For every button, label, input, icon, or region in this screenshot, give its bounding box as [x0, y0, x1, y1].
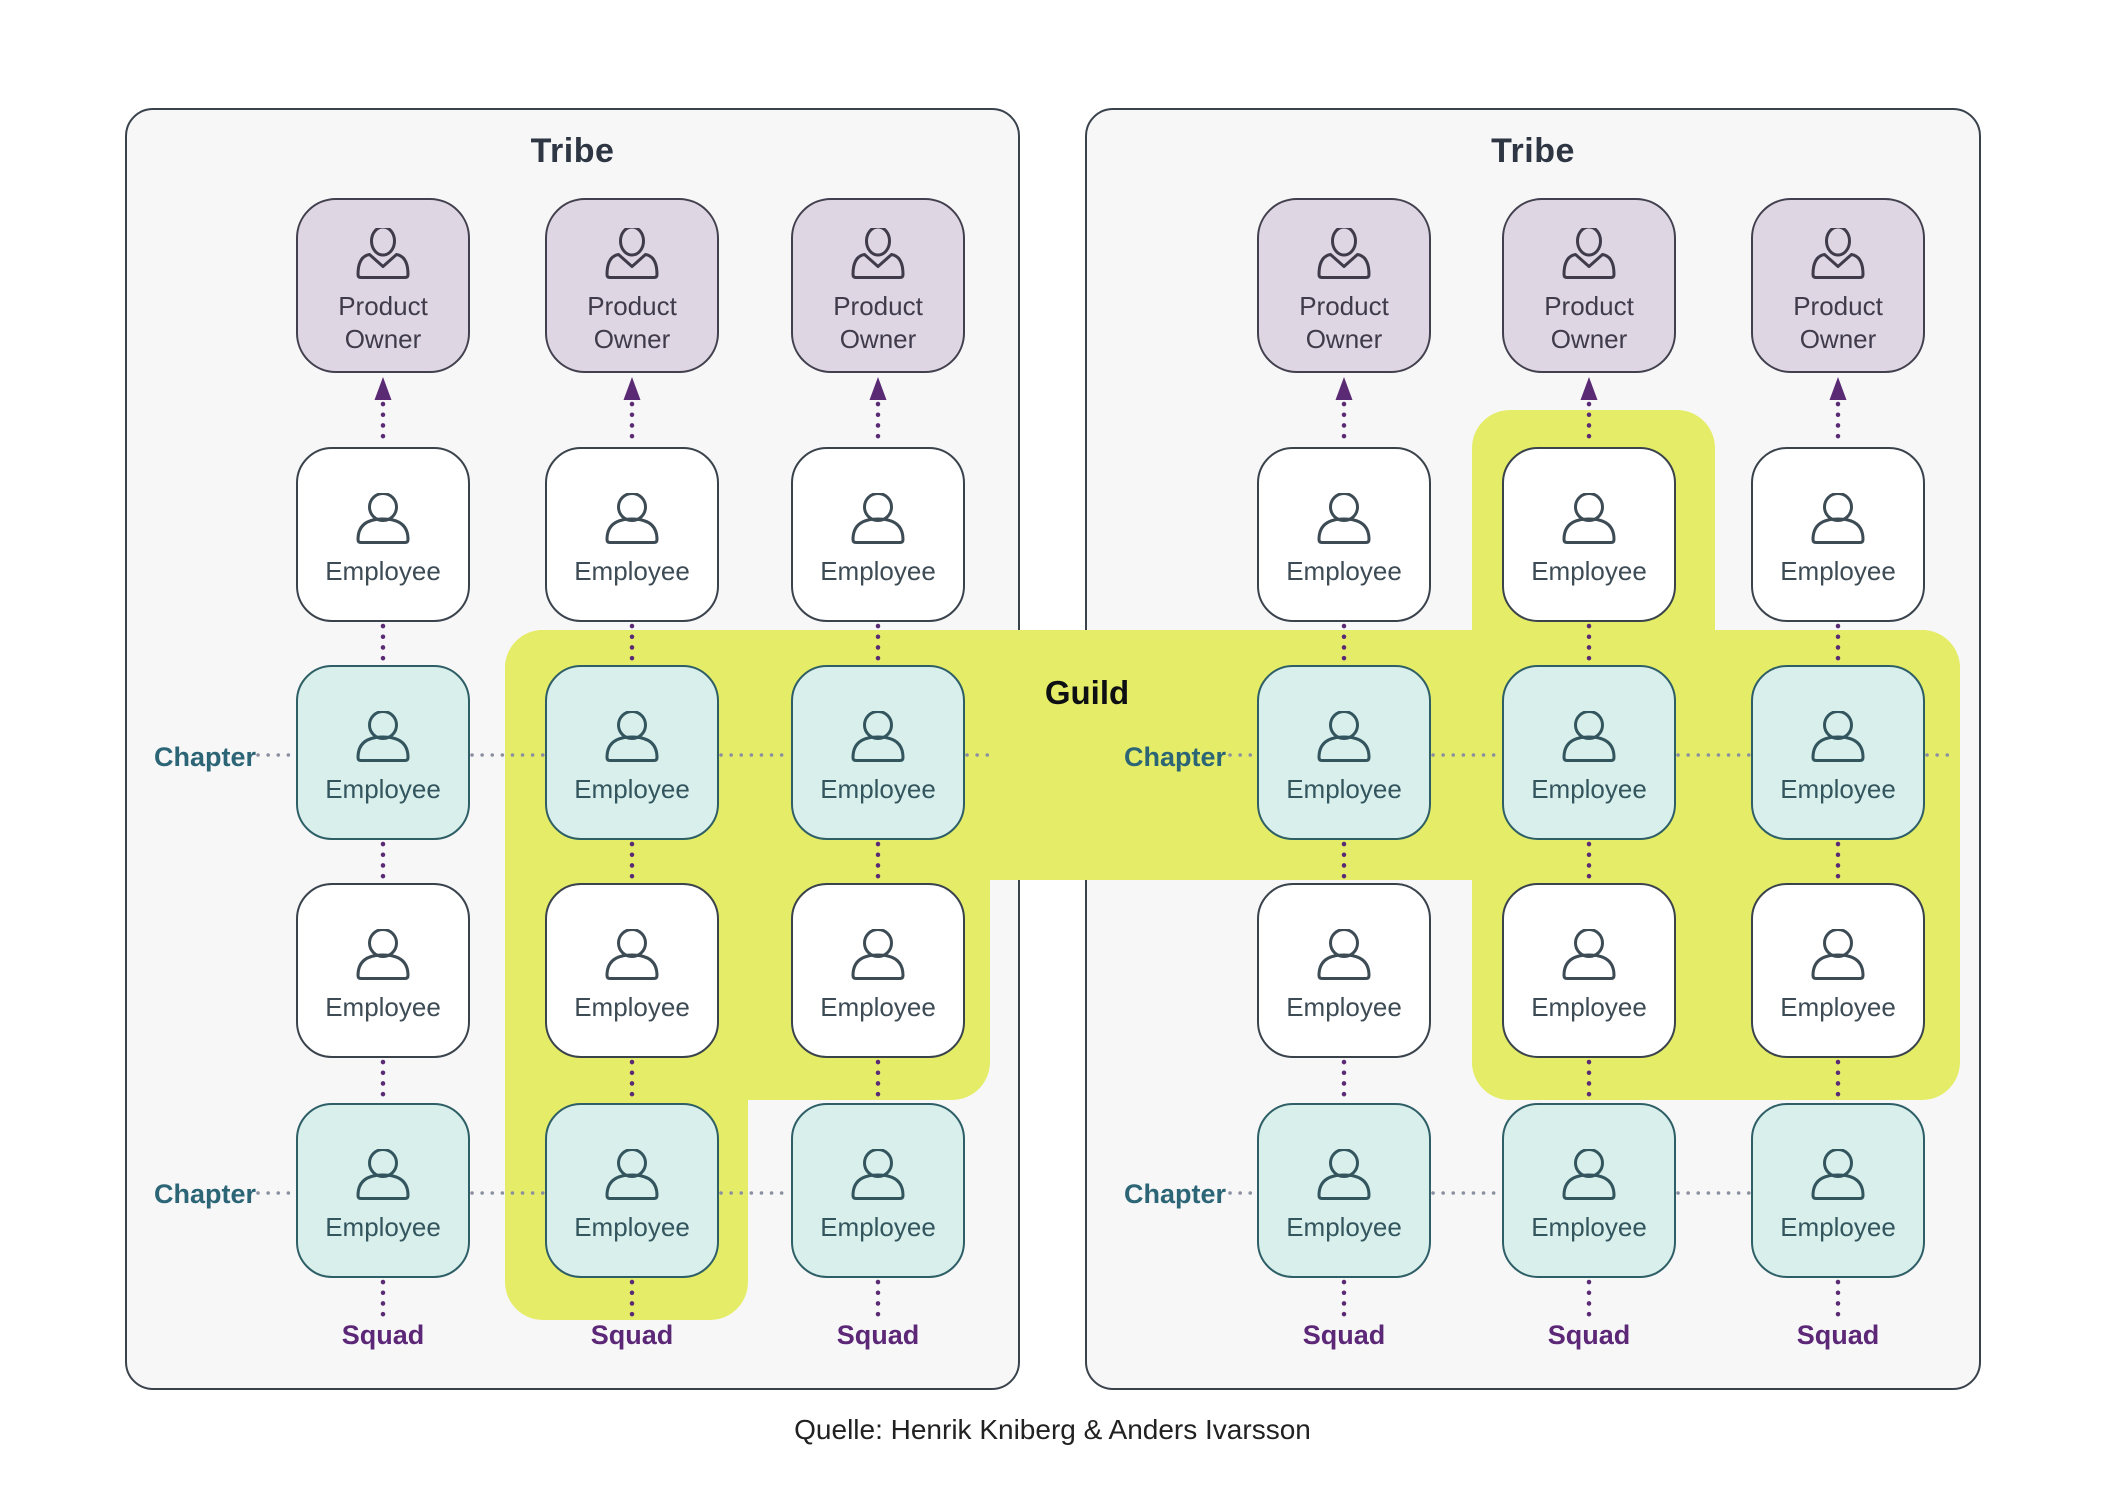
chapter-label: Chapter	[1123, 1179, 1226, 1209]
source-caption: Quelle: Henrik Kniberg & Anders Ivarsson	[794, 1414, 1311, 1445]
arrow-to-product-owner-icon	[1580, 377, 1598, 400]
chapter-label: Chapter	[1123, 742, 1226, 772]
squad-label: Squad	[1796, 1320, 1880, 1350]
arrow-to-product-owner-icon	[623, 377, 641, 400]
squad-label: Squad	[341, 1320, 425, 1350]
guild-highlight-shape	[505, 410, 1960, 1320]
arrow-to-product-owner-icon	[1829, 377, 1847, 400]
arrow-to-product-owner-icon	[869, 377, 887, 400]
guild-label: Guild	[1044, 674, 1130, 711]
squad-label: Squad	[836, 1320, 920, 1350]
squad-label: Squad	[1302, 1320, 1386, 1350]
tribe-title: Tribe	[530, 132, 615, 170]
tribe-title: Tribe	[1491, 132, 1575, 170]
squad-label: Squad	[1547, 1320, 1631, 1350]
chapter-label: Chapter	[153, 1179, 256, 1209]
arrow-to-product-owner-icon	[1335, 377, 1353, 400]
chapter-label: Chapter	[153, 742, 256, 772]
squad-label: Squad	[590, 1320, 674, 1350]
arrow-to-product-owner-icon	[374, 377, 392, 400]
